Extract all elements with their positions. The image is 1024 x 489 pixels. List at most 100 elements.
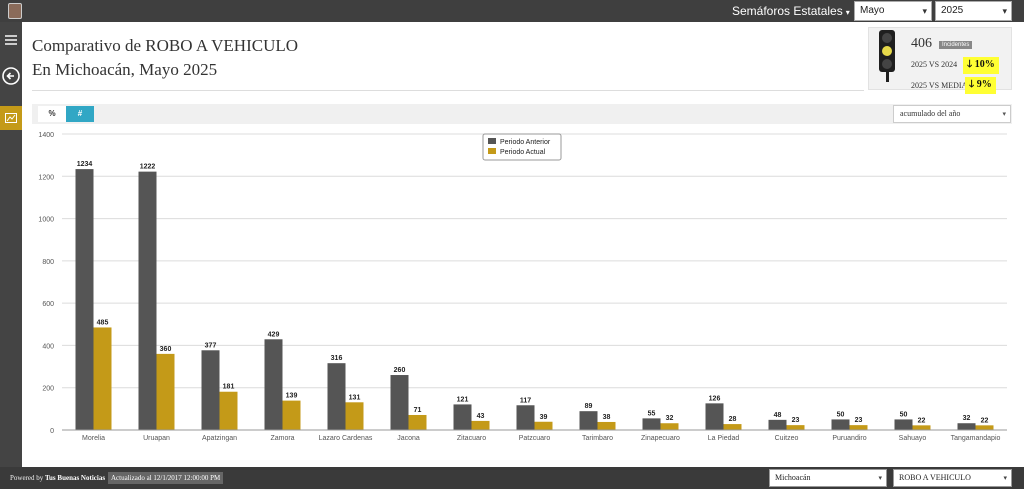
compare-year-label: 2025 VS 2024	[911, 60, 958, 69]
back-button[interactable]	[0, 64, 22, 88]
state-select[interactable]: Michoacán ▾	[769, 469, 887, 487]
bar-periodo-actual	[660, 423, 679, 430]
data-label: 50	[837, 411, 845, 418]
x-tick-label: Apatzingan	[202, 435, 237, 442]
data-label: 55	[648, 410, 656, 417]
y-tick-label: 1400	[38, 132, 54, 139]
incidents-count: 406	[911, 36, 932, 51]
data-label: 23	[792, 417, 800, 424]
incidents-badge: Incidentes	[939, 41, 973, 49]
bar-periodo-anterior	[453, 404, 472, 430]
sidebar	[0, 22, 22, 467]
data-label: 39	[540, 414, 548, 421]
x-tick-label: Morelia	[82, 435, 105, 442]
period-select[interactable]: acumulado del año ▾	[893, 105, 1011, 123]
y-tick-label: 0	[50, 428, 54, 435]
bar-periodo-anterior	[264, 339, 283, 430]
bar-periodo-actual	[282, 400, 301, 430]
bar-periodo-actual	[975, 425, 994, 430]
x-tick-label: Puruandiro	[832, 435, 866, 442]
traffic-light-top	[882, 33, 892, 43]
year-select[interactable]: 2025 ▾	[935, 1, 1012, 21]
year-select-value: 2025	[941, 5, 964, 16]
data-label: 1234	[77, 161, 93, 168]
x-tick-label: Sahuayo	[899, 435, 927, 442]
bar-periodo-anterior	[138, 171, 157, 430]
bar-periodo-anterior	[201, 350, 220, 430]
bar-periodo-anterior	[390, 375, 409, 430]
bar-periodo-actual	[93, 327, 112, 430]
data-label: 126	[709, 395, 721, 402]
compare-year-value: 10%	[974, 59, 995, 70]
bar-periodo-actual	[219, 391, 238, 430]
data-label: 131	[349, 394, 361, 401]
data-label: 38	[603, 414, 611, 421]
chevron-down-icon: ▾	[1003, 474, 1007, 482]
footer: Powered by Tus Buenas Noticias Actualiza…	[0, 467, 1024, 489]
bar-periodo-anterior	[894, 419, 913, 430]
bar-periodo-anterior	[516, 405, 535, 430]
crime-select[interactable]: ROBO A VEHICULO ▾	[893, 469, 1012, 487]
semaforo-panel: 406 Incidentes 2025 VS 2024 🡓 10% 2025 V…	[868, 27, 1012, 94]
bar-periodo-actual	[534, 421, 553, 430]
hamburger-icon	[5, 35, 17, 45]
divider	[32, 90, 864, 91]
bar-chart: 0 200 400 600 800 1000 1200 1400 1234 485 Morelia 1…	[38, 132, 1007, 442]
data-label: 316	[331, 355, 343, 362]
arrow-left-circle-icon	[2, 67, 20, 85]
legend-box	[482, 133, 562, 161]
semaforos-menu[interactable]: Semáforos Estatales ▾	[732, 4, 850, 18]
data-label: 260	[394, 367, 406, 374]
percent-toggle-button[interactable]: %	[38, 106, 66, 122]
chevron-down-icon: ▾	[1002, 110, 1006, 118]
y-tick-label: 200	[42, 386, 54, 393]
legend-swatch	[488, 138, 496, 144]
y-tick-label: 400	[42, 343, 54, 350]
compare-year-badge: 🡓 10%	[963, 57, 999, 74]
chevron-down-icon: ▾	[1002, 6, 1007, 16]
data-label: 1222	[140, 164, 156, 171]
data-label: 360	[160, 346, 172, 353]
month-select[interactable]: Mayo ▾	[854, 1, 932, 21]
x-tick-label: Tarimbaro	[582, 435, 613, 442]
compare-mean-badge: 🡓 9%	[965, 77, 996, 94]
data-label: 181	[223, 384, 235, 391]
bar-periodo-actual	[471, 420, 490, 430]
compare-mean-label: 2025 VS MEDIA	[911, 81, 968, 90]
bar-periodo-anterior	[327, 363, 346, 430]
caret-down-icon: ▾	[845, 8, 850, 17]
data-label: 139	[286, 393, 298, 400]
data-label: 429	[268, 331, 280, 338]
x-tick-label: Zinapecuaro	[641, 435, 680, 442]
period-select-value: acumulado del año	[900, 109, 961, 118]
powered-by: Powered by Tus Buenas Noticias	[10, 474, 105, 482]
data-label: 28	[729, 416, 737, 423]
app-logo	[8, 3, 22, 19]
data-label: 48	[774, 412, 782, 419]
crime-select-value: ROBO A VEHICULO	[899, 473, 971, 482]
bar-periodo-actual	[156, 353, 175, 430]
number-toggle-button[interactable]: #	[66, 106, 94, 122]
data-label: 22	[981, 417, 989, 424]
data-label: 22	[918, 417, 926, 424]
x-tick-label: La Piedad	[708, 435, 740, 442]
compare-mean-value: 9%	[976, 79, 992, 90]
x-tick-label: Tangamandapio	[951, 435, 1001, 442]
top-bar: Semáforos Estatales ▾ Mayo ▾ 2025 ▾	[0, 0, 1024, 22]
chart-toolbar: % # acumulado del año ▾	[32, 104, 1012, 124]
chart-view-button[interactable]	[0, 106, 22, 130]
x-tick-label: Zitacuaro	[457, 435, 486, 442]
menu-button[interactable]	[0, 28, 22, 52]
semaforos-menu-label: Semáforos Estatales	[732, 4, 843, 18]
arrow-down-icon: 🡓	[969, 79, 977, 90]
y-tick-label: 1200	[38, 174, 54, 181]
chevron-down-icon: ▾	[922, 6, 927, 16]
month-select-value: Mayo	[860, 5, 885, 16]
data-label: 50	[900, 411, 908, 418]
page-subtitle: En Michoacán, Mayo 2025	[32, 60, 218, 79]
y-tick-label: 1000	[38, 217, 54, 224]
bar-periodo-anterior	[642, 418, 661, 430]
data-label: 23	[855, 417, 863, 424]
state-select-value: Michoacán	[775, 473, 811, 482]
data-label: 32	[666, 415, 674, 422]
